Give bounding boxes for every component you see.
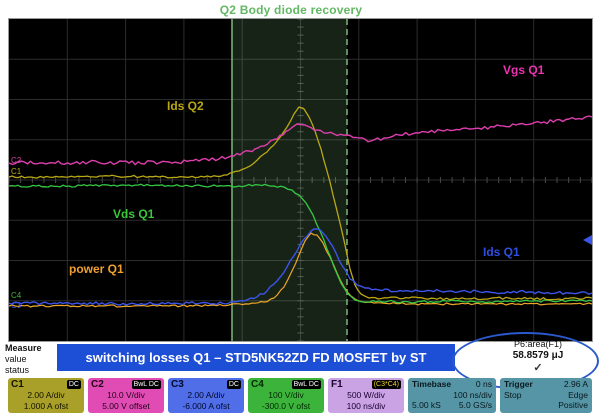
timebase-position: 0 ns	[475, 379, 492, 389]
coupling-tag: BwL DC	[131, 380, 161, 389]
timebase-label: Timebase	[412, 379, 452, 389]
annotation-banner: switching losses Q1 – STD5NK52ZD FD MOSF…	[57, 344, 455, 371]
channel-id: C1	[11, 379, 24, 390]
p6-status-check-icon: ✓	[533, 362, 543, 374]
channel-descriptor-c4[interactable]: C4 BwL DC 100 V/div -300.0 V ofst	[248, 378, 324, 413]
channel-marker-c1: C1	[11, 167, 22, 176]
trigger-type: Edge	[568, 389, 588, 400]
p6-parameter-value: 58.8579 μJ	[512, 350, 564, 361]
annotation-q2-body-diode-recovery: Q2 Body diode recovery	[219, 3, 363, 17]
trigger-level-arrow-icon	[583, 235, 592, 245]
timebase-descriptor[interactable]: Timebase 0 ns 100 ns/div 5.00 kS 5.0 GS/s	[408, 378, 496, 413]
channel-descriptor-c3[interactable]: C3 DC 2.00 A/div -6.000 A ofst	[168, 378, 244, 413]
channel-descriptor-c1[interactable]: C1 DC 2.00 A/div 1.000 A ofst	[8, 378, 84, 413]
timebase-scale: 100 ns/div	[453, 389, 492, 400]
waveform-vds-q1	[9, 183, 592, 304]
coupling-tag: DC	[226, 380, 241, 389]
coupling-tag: DC	[66, 380, 81, 389]
trace-label-ids-q1: Ids Q1	[483, 245, 520, 259]
trigger-state: Stop	[504, 389, 522, 400]
channel-scale: 500 W/div	[347, 390, 385, 400]
measure-p6-readout: P6:area(F1) 58.8579 μJ ✓	[486, 339, 590, 374]
trace-label-vds-q1: Vds Q1	[113, 207, 155, 221]
trigger-label: Trigger	[504, 379, 533, 389]
trace-label-vgs-q1: Vgs Q1	[503, 63, 545, 77]
channel-descriptor-c2[interactable]: C2 BwL DC 10.0 V/div 5.00 V offset	[88, 378, 164, 413]
channel-scale: 2.00 A/div	[187, 390, 225, 400]
measure-table-header: Measure value status	[5, 343, 42, 376]
channel-marker-c2: C2	[11, 156, 22, 165]
channel-marker-c4: C4	[11, 291, 22, 300]
waveform-power-q1	[9, 232, 592, 308]
trigger-slope: Positive	[558, 400, 588, 410]
channel-scale: 10.0 V/div	[107, 390, 145, 400]
math-source-tag: (C3*C4)	[371, 380, 401, 389]
trace-label-power-q1: power Q1	[69, 262, 124, 276]
channel-id: C2	[91, 379, 104, 390]
channel-id: C4	[251, 379, 264, 390]
trigger-level: 2.96 A	[563, 379, 588, 389]
channel-scale: 2.00 A/div	[27, 390, 65, 400]
timebase-samplerate: 5.0 GS/s	[458, 400, 492, 410]
p6-parameter-name: P6:area(F1)	[513, 339, 563, 349]
trace-label-ids-q2: Ids Q2	[167, 99, 204, 113]
channel-marker-c3: C3	[11, 301, 22, 310]
graticule	[9, 19, 592, 341]
math-descriptor-f1[interactable]: F1 (C3*C4) 500 W/div 100 ns/div	[328, 378, 404, 413]
channel-offset: -6.000 A ofst	[182, 400, 230, 411]
waveform-display: C2 C1 C4 C3 Vgs Q1 Ids Q2 Vds Q1 power Q1 Ids Q…	[8, 18, 593, 342]
channel-id: C3	[171, 379, 184, 390]
measure-title: Measure	[5, 343, 42, 353]
waveform-ids-q2	[9, 106, 592, 301]
coupling-tag: BwL DC	[291, 380, 321, 389]
channel-offset: 100 ns/div	[346, 400, 386, 411]
highlight-band	[231, 19, 348, 341]
measure-row-value-label: value	[5, 354, 27, 364]
channel-id: F1	[331, 379, 343, 390]
timebase-samples: 5.00 kS	[412, 400, 441, 410]
waveform-ids-q1	[9, 228, 592, 306]
channel-offset: 1.000 A ofst	[23, 400, 69, 411]
channel-offset: -300.0 V ofst	[261, 400, 311, 411]
channel-offset: 5.00 V offset	[102, 400, 150, 411]
trigger-descriptor[interactable]: Trigger 2.96 A Stop Edge Positive	[500, 378, 592, 413]
measure-row-status-label: status	[5, 365, 30, 375]
waveform-vgs-q1	[9, 115, 592, 166]
channel-scale: 100 V/div	[268, 390, 304, 400]
